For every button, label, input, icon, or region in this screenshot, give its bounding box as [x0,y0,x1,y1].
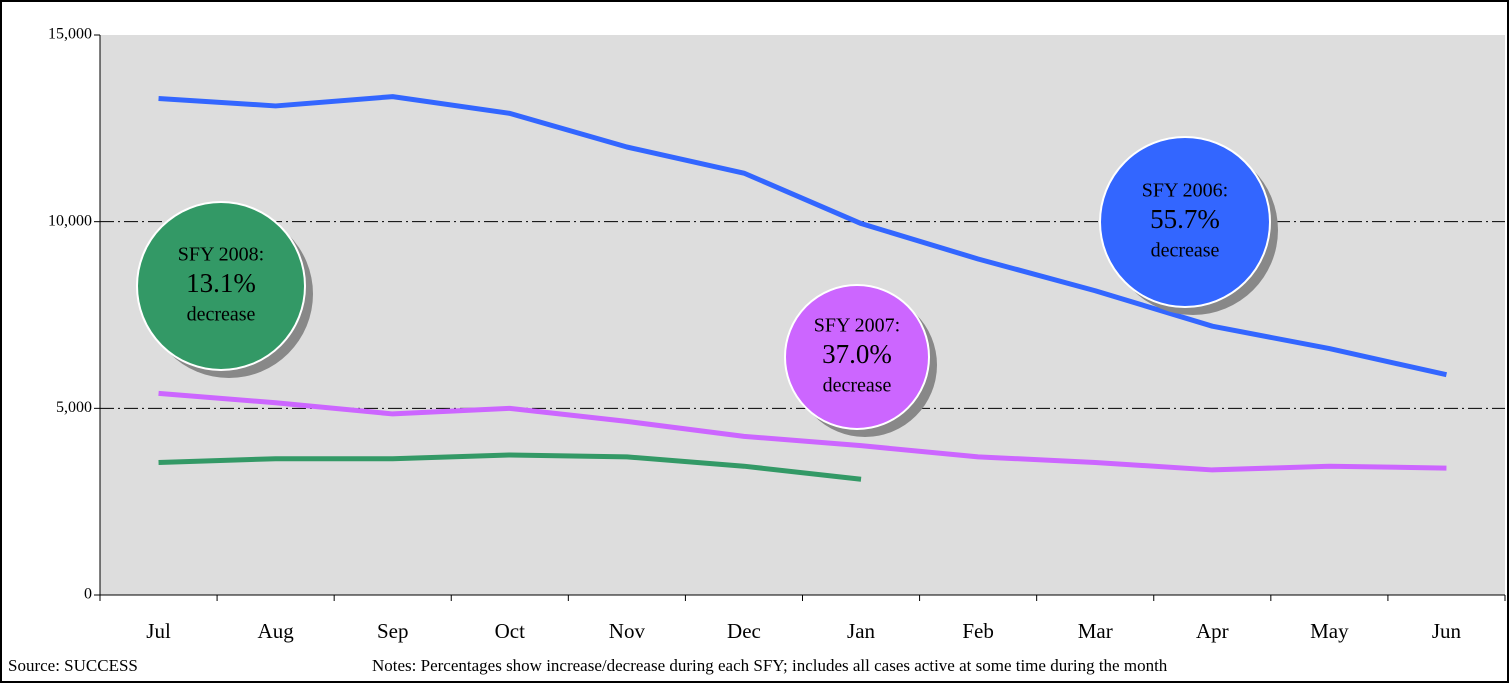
y-tick-label: 15,000 [48,26,92,43]
series-line [158,390,1447,473]
x-tick-label: Dec [727,619,761,643]
annotation-text: 37.0% [822,339,892,369]
source: Source: SUCCESS [8,656,138,675]
annotation-text: SFY 2007: [814,315,901,337]
x-tick-label: Nov [609,619,646,643]
notes: Notes: Percentages show increase/decreas… [372,656,1168,675]
annotation-bubble: SFY 2006:55.7% decrease [1099,136,1278,315]
bubble [1099,136,1271,308]
annotation-bubble: SFY 2007:37.0% decrease [784,284,937,437]
x-tick-label: Feb [962,619,994,643]
series-line [158,94,1448,378]
annotation-text: SFY 2008: [178,244,265,266]
annotation-text: decrease [823,375,892,397]
y-tick-label: 0 [84,586,92,603]
annotation-text: 13.1% [186,268,256,298]
annotation-text: decrease [1151,240,1220,262]
annotation-text: SFY 2006: [1142,180,1229,202]
x-tick-label: May [1310,619,1349,643]
annotation-text: decrease [187,304,256,326]
y-tick-label: 10,000 [48,212,92,229]
x-tick-label: Oct [495,619,525,643]
x-tick-label: Mar [1078,619,1113,643]
x-tick-label: Jul [146,619,171,643]
x-tick-label: Jun [1432,619,1462,643]
annotation-bubble: SFY 2008:13.1% decrease [136,201,313,378]
y-tick-label: 5,000 [56,399,92,416]
bubble [784,284,930,430]
x-tick-label: Apr [1196,619,1229,643]
x-tick-label: Aug [258,619,295,643]
x-tick-label: Sep [377,619,409,643]
series-line [158,452,862,482]
bubble [136,201,306,371]
x-tick-label: Jan [847,619,875,643]
annotation-text: 55.7% [1150,204,1220,234]
